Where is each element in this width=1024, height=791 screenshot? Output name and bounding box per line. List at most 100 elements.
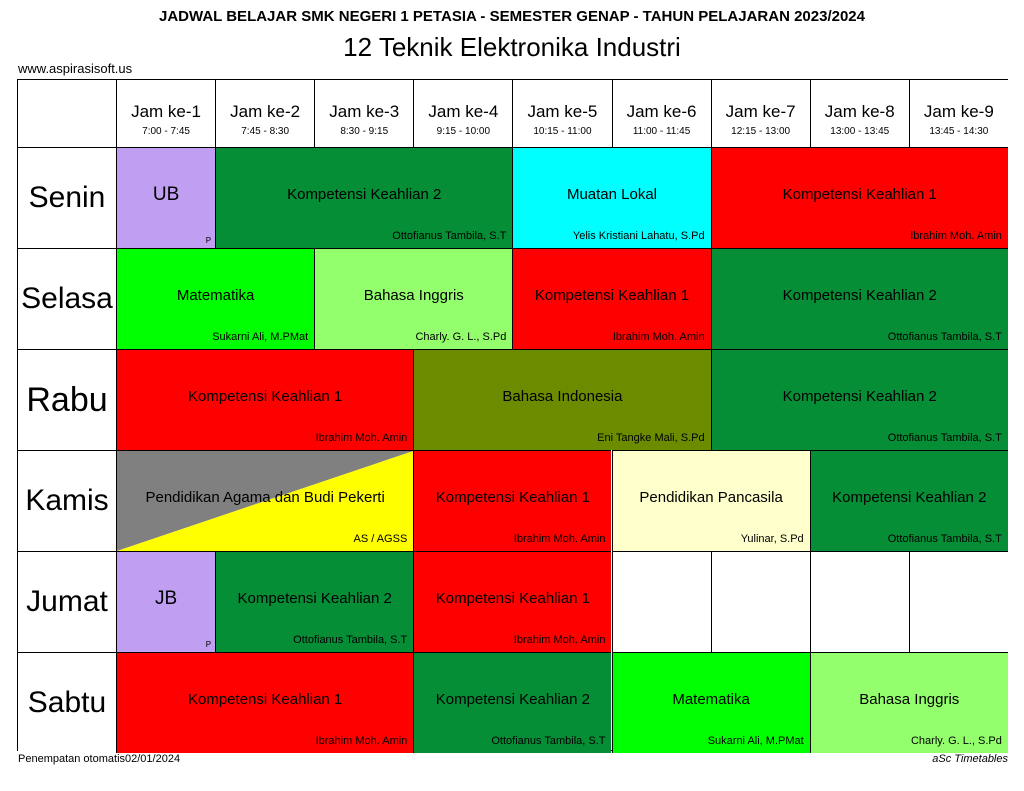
empty-slot bbox=[809, 551, 909, 652]
period-label: Jam ke-9 bbox=[923, 102, 994, 121]
lesson-subject: Bahasa Inggris bbox=[859, 691, 960, 708]
period-time: 7:45 - 8:30 bbox=[241, 126, 290, 137]
grid-corner bbox=[18, 80, 116, 147]
day-label: Selasa bbox=[18, 248, 116, 349]
lesson-cell[interactable]: Kompetensi Keahlian 2 Ottofianus Tambila,… bbox=[809, 450, 1008, 551]
lesson-teacher: Ottofianus Tambila, S.T bbox=[491, 735, 606, 747]
lesson-subject: Kompetensi Keahlian 1 bbox=[188, 388, 343, 405]
lesson-teacher: Ibrahim Moh. Amin bbox=[910, 230, 1002, 242]
lesson-teacher: Charly. G. L., S.Pd bbox=[415, 331, 507, 343]
lesson-teacher: Ibrahim Moh. Amin bbox=[513, 634, 606, 646]
lesson-subject: Kompetensi Keahlian 2 bbox=[287, 186, 442, 203]
lesson-subject: Muatan Lokal bbox=[566, 186, 658, 203]
day-label: Rabu bbox=[18, 349, 116, 450]
lesson-cell[interactable]: Bahasa Inggris Charly. G. L., S.Pd bbox=[809, 652, 1008, 753]
period-label: Jam ke-3 bbox=[329, 102, 400, 121]
lesson-subject: Kompetensi Keahlian 2 bbox=[435, 691, 591, 708]
period-time: 7:00 - 7:45 bbox=[142, 126, 190, 137]
lesson-cell[interactable]: Kompetensi Keahlian 2 Ottofianus Tambila,… bbox=[710, 248, 1008, 349]
class-name: 12 Teknik Elektronika Industri bbox=[343, 32, 681, 62]
lesson-cell[interactable]: Kompetensi Keahlian 2 Ottofianus Tambila,… bbox=[710, 349, 1008, 450]
lesson-subject: Matematika bbox=[176, 287, 255, 304]
period-time: 13:00 - 13:45 bbox=[830, 126, 890, 137]
period-time: 12:15 - 13:00 bbox=[731, 126, 791, 137]
period-time: 13:45 - 14:30 bbox=[929, 126, 989, 137]
lesson-teacher: Ottofianus Tambila, S.T bbox=[392, 230, 507, 242]
lesson-teacher: Sukarni Ali, M.PMat bbox=[212, 331, 309, 343]
lesson-cell[interactable]: Kompetensi Keahlian 1 Ibrahim Moh. Amin bbox=[512, 248, 711, 349]
footer-placement-date: Penempatan otomatis02/01/2024 bbox=[18, 753, 181, 765]
day-label: Kamis bbox=[18, 450, 116, 551]
period-label: Jam ke-2 bbox=[230, 102, 301, 121]
period-label: Jam ke-8 bbox=[824, 102, 895, 121]
day-label: Senin bbox=[18, 147, 116, 248]
period-label: Jam ke-5 bbox=[527, 102, 598, 121]
lesson-teacher: Sukarni Ali, M.PMat bbox=[707, 735, 804, 747]
lesson-cell[interactable]: Bahasa Indonesia Eni Tangke Mali, S.Pd bbox=[413, 349, 711, 450]
period-header: Jam ke-2 7:45 - 8:30 bbox=[215, 80, 315, 147]
lesson-subject: Kompetensi Keahlian 1 bbox=[782, 186, 937, 203]
lesson-teacher: Charly. G. L., S.Pd bbox=[910, 735, 1002, 747]
lesson-subject: Bahasa Indonesia bbox=[502, 388, 623, 405]
split-color-background bbox=[117, 451, 414, 551]
lesson-cell[interactable]: Pendidikan Pancasila Yulinar, S.Pd bbox=[611, 450, 810, 551]
empty-slot bbox=[710, 551, 810, 652]
lesson-subject: Bahasa Inggris bbox=[363, 287, 464, 304]
lesson-cell[interactable]: JB P bbox=[116, 551, 216, 652]
lesson-cell[interactable]: Kompetensi Keahlian 1 Ibrahim Moh. Amin bbox=[710, 147, 1008, 248]
period-header: Jam ke-8 13:00 - 13:45 bbox=[809, 80, 909, 147]
lesson-cell[interactable]: Matematika Sukarni Ali, M.PMat bbox=[116, 248, 315, 349]
lesson-cell[interactable]: UB P bbox=[116, 147, 216, 248]
lesson-cell[interactable]: Kompetensi Keahlian 1 Ibrahim Moh. Amin bbox=[116, 652, 414, 753]
lesson-cell[interactable]: Bahasa Inggris Charly. G. L., S.Pd bbox=[314, 248, 513, 349]
lesson-cell[interactable]: Kompetensi Keahlian 2 Ottofianus Tambila,… bbox=[215, 551, 414, 652]
lesson-subject: Kompetensi Keahlian 2 bbox=[782, 388, 937, 405]
lesson-teacher: Yelis Kristiani Lahatu, S.Pd bbox=[572, 230, 705, 242]
lesson-cell[interactable]: Kompetensi Keahlian 1 Ibrahim Moh. Amin bbox=[413, 450, 612, 551]
lesson-teacher: Yulinar, S.Pd bbox=[740, 533, 804, 545]
lesson-subject: Pendidikan Agama dan Budi Pekerti bbox=[145, 489, 385, 506]
day-label: Sabtu bbox=[18, 652, 116, 753]
lesson-subject: Kompetensi Keahlian 2 bbox=[832, 489, 987, 506]
timetable-grid: Jam ke-1 7:00 - 7:45 Jam ke-2 7:45 - 8:30 Ja… bbox=[17, 79, 1008, 753]
empty-slot bbox=[908, 551, 1008, 652]
lesson-teacher: Ottofianus Tambila, S.T bbox=[293, 634, 408, 646]
lesson-cell[interactable]: Muatan Lokal Yelis Kristiani Lahatu, S.Pd bbox=[512, 147, 711, 248]
lesson-cell[interactable]: Kompetensi Keahlian 1 Ibrahim Moh. Amin bbox=[116, 349, 414, 450]
period-time: 8:30 - 9:15 bbox=[340, 126, 389, 137]
lesson-teacher: Ottofianus Tambila, S.T bbox=[887, 432, 1002, 444]
period-time: 10:15 - 11:00 bbox=[533, 126, 592, 137]
lesson-subject: UB bbox=[152, 184, 180, 205]
lesson-cell[interactable]: Matematika Sukarni Ali, M.PMat bbox=[611, 652, 810, 753]
lesson-teacher: Ibrahim Moh. Amin bbox=[513, 533, 606, 545]
period-time: 11:00 - 11:45 bbox=[632, 126, 691, 137]
period-label: Jam ke-6 bbox=[626, 102, 697, 121]
footer-app-name: aSc Timetables bbox=[932, 753, 1008, 765]
period-header: Jam ke-6 11:00 - 11:45 bbox=[611, 80, 711, 147]
period-label: Jam ke-1 bbox=[131, 102, 201, 121]
lesson-subject: Kompetensi Keahlian 2 bbox=[782, 287, 937, 304]
lesson-teacher: Ottofianus Tambila, S.T bbox=[887, 331, 1002, 343]
page-title: JADWAL BELAJAR SMK NEGERI 1 PETASIA - SE… bbox=[159, 8, 865, 25]
lesson-cell[interactable]: Kompetensi Keahlian 2 Ottofianus Tambila,… bbox=[215, 147, 513, 248]
lesson-teacher: Ibrahim Moh. Amin bbox=[612, 331, 705, 343]
period-header: Jam ke-9 13:45 - 14:30 bbox=[908, 80, 1008, 147]
lesson-subject: Pendidikan Pancasila bbox=[639, 489, 783, 506]
lesson-cell[interactable]: Kompetensi Keahlian 2 Ottofianus Tambila,… bbox=[413, 652, 612, 753]
split-yellow-half bbox=[117, 451, 414, 551]
lesson-cell[interactable]: Kompetensi Keahlian 1 Ibrahim Moh. Amin bbox=[413, 551, 612, 652]
lesson-subject: Kompetensi Keahlian 1 bbox=[435, 590, 591, 607]
lesson-cell[interactable]: Pendidikan Agama dan Budi Pekerti AS / AG… bbox=[116, 450, 414, 551]
lesson-teacher: Ibrahim Moh. Amin bbox=[315, 735, 408, 747]
empty-slot bbox=[611, 551, 711, 652]
period-header: Jam ke-3 8:30 - 9:15 bbox=[314, 80, 414, 147]
website-link[interactable]: www.aspirasisoft.us bbox=[18, 61, 133, 76]
lesson-teacher: Eni Tangke Mali, S.Pd bbox=[597, 432, 705, 444]
period-label: Jam ke-7 bbox=[725, 102, 796, 121]
day-label: Jumat bbox=[18, 551, 116, 652]
lesson-subject: Kompetensi Keahlian 1 bbox=[188, 691, 343, 708]
lesson-subject: JB bbox=[154, 588, 178, 609]
period-label: Jam ke-4 bbox=[428, 102, 499, 121]
lesson-subject: Kompetensi Keahlian 2 bbox=[237, 590, 392, 607]
lesson-subject: Kompetensi Keahlian 1 bbox=[435, 489, 591, 506]
